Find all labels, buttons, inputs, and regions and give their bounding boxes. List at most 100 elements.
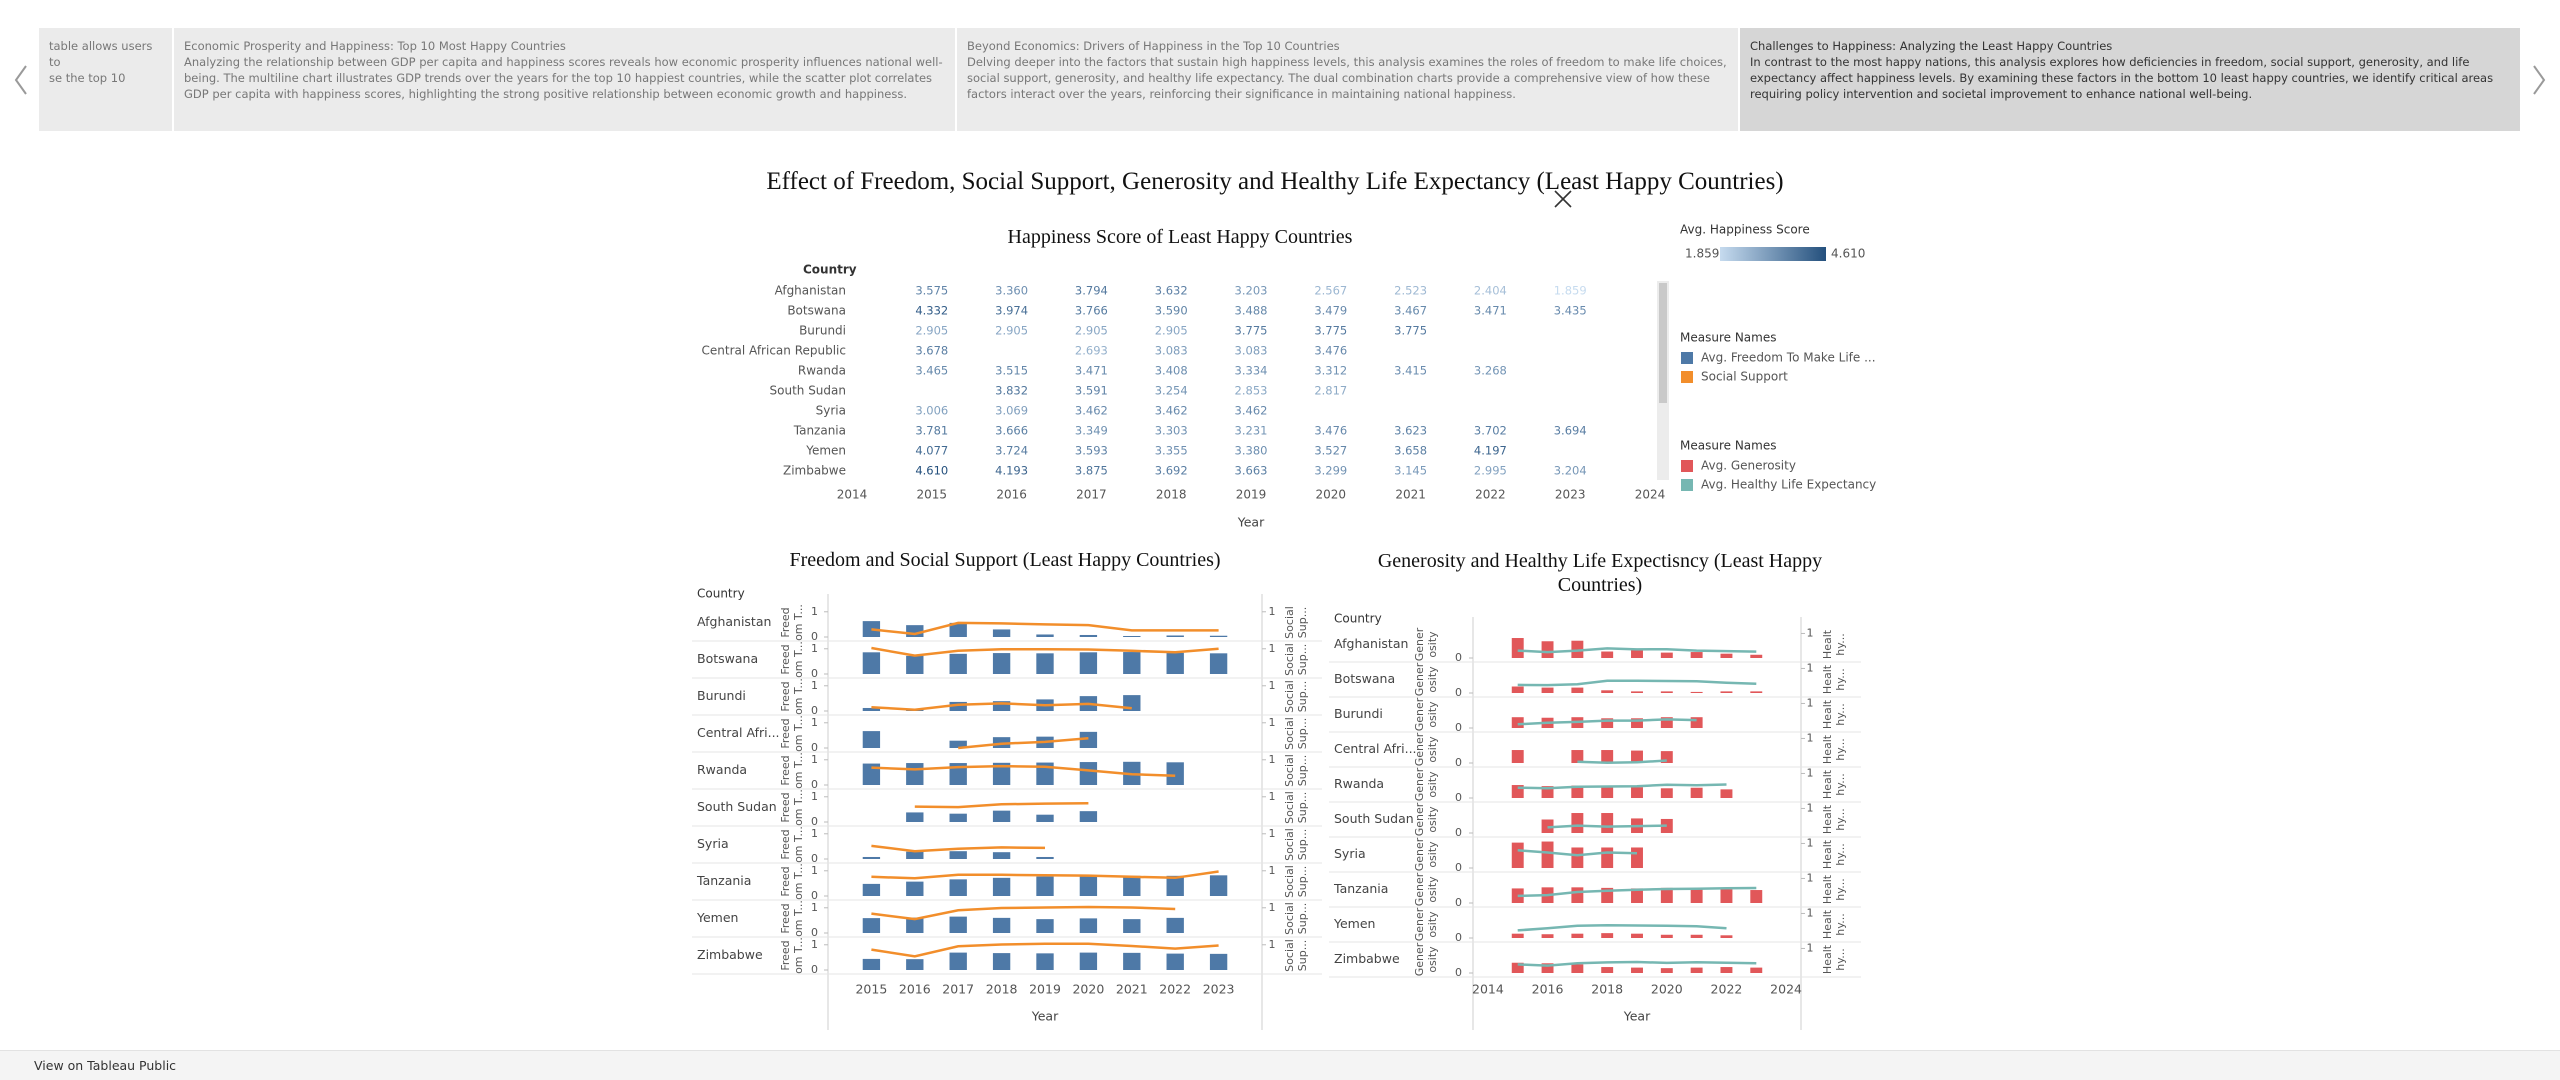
value-text: 3.479 (1314, 304, 1347, 318)
value-text: 4.197 (1474, 444, 1507, 458)
value-text: 3.408 (1155, 364, 1188, 378)
y2-tick-label: 1 (1269, 864, 1276, 877)
bar (862, 958, 881, 970)
prev-arrow[interactable] (14, 65, 27, 95)
y2-tick-label: 1 (1269, 790, 1276, 803)
y2-axis-title: hy... (1834, 703, 1847, 725)
y-axis-title: Freed (779, 644, 792, 674)
bar (1209, 653, 1228, 674)
bar (1631, 787, 1643, 798)
y2-axis-title: Social (1283, 939, 1296, 972)
value-text: 2.853 (1235, 384, 1268, 398)
bar (906, 959, 924, 970)
x-tick-label: 2016 (899, 982, 931, 997)
series-line (1517, 647, 1757, 654)
y2-tick-label: 1 (1807, 906, 1814, 919)
y2-axis-title: Sup... (1296, 940, 1309, 971)
y-axis-title: om T... (792, 604, 805, 641)
story-point[interactable]: Economic Prosperity and Happiness: Top 1… (174, 28, 955, 131)
story-point[interactable]: Beyond Economics: Drivers of Happiness i… (957, 28, 1738, 131)
value-text: 3.312 (1314, 364, 1347, 378)
x-tick-label: 2014 (837, 488, 868, 502)
bar (1720, 889, 1733, 903)
value-text: 3.632 (1155, 284, 1188, 298)
x-tick-label: 2015 (917, 488, 948, 502)
y2-axis-title: Sup... (1296, 644, 1309, 675)
y-axis-title: osity (1426, 701, 1439, 728)
scroll-thumb[interactable] (1659, 283, 1667, 403)
story-text: In contrast to the most happy nations, t… (1750, 55, 2494, 101)
y2-axis-title: Healt (1821, 699, 1834, 729)
story-point[interactable]: table allows users to se the top 10 (39, 28, 172, 131)
y2-axis-title: Social (1283, 754, 1296, 787)
legend-title: Measure Names (1680, 331, 1776, 345)
y2-tick-label: 1 (1807, 696, 1814, 709)
value-text: 3.083 (1155, 344, 1188, 358)
series-line (871, 905, 1176, 921)
y2-axis-title: Healt (1821, 874, 1834, 904)
value-text: 3.471 (1474, 304, 1507, 318)
view-on-tableau-link[interactable]: View on Tableau Public (34, 1058, 177, 1073)
x-tick-label: 2019 (1236, 488, 1267, 502)
x-tick-label: 2023 (1555, 488, 1586, 502)
value-text: 3.006 (915, 404, 948, 418)
value-text: 3.658 (1394, 444, 1427, 458)
bar (906, 881, 924, 896)
value-text: 2.404 (1474, 284, 1507, 298)
bar (1123, 875, 1141, 896)
row-label: Central African Republic (702, 344, 846, 358)
bar (1123, 952, 1141, 970)
chart-title: Freedom and Social Support (Least Happy … (789, 549, 1221, 571)
value-text: 3.515 (995, 364, 1028, 378)
story-point[interactable]: Challenges to Happiness: Analyzing the L… (1740, 28, 2520, 131)
row-label: Tanzania (793, 424, 846, 438)
row-label: Yemen (696, 910, 738, 925)
bar (1166, 762, 1184, 785)
bar (1571, 933, 1584, 938)
value-text: 3.476 (1314, 344, 1347, 358)
bar (862, 856, 881, 859)
next-arrow[interactable] (2533, 65, 2546, 95)
y-tick-label: 0 (1455, 686, 1462, 699)
value-text: 3.471 (1075, 364, 1108, 378)
row-header: Country (697, 587, 745, 601)
bar (992, 810, 1011, 822)
legend-min: 1.859 (1685, 247, 1719, 261)
legend-swatch (1681, 371, 1693, 383)
x-tick-label: 2018 (1591, 982, 1623, 997)
y2-axis-title: Social (1283, 791, 1296, 824)
legend-label: Social Support (1701, 370, 1788, 384)
bar (1660, 652, 1673, 658)
bar (949, 916, 967, 933)
bar (1631, 718, 1643, 728)
y-axis-title: om T... (792, 789, 805, 826)
bar (862, 707, 881, 711)
bar (1571, 687, 1584, 693)
value-text: 3.069 (995, 404, 1028, 418)
legend-swatch (1681, 479, 1693, 491)
value-text: 3.678 (915, 344, 948, 358)
y-axis-title: om T... (792, 715, 805, 752)
row-label: Afghanistan (1334, 636, 1408, 651)
value-text: 4.193 (995, 464, 1028, 478)
bar (1511, 717, 1524, 728)
value-text: 2.693 (1075, 344, 1108, 358)
row-label: Burundi (1334, 706, 1383, 721)
x-tick-label: 2024 (1770, 982, 1802, 997)
bar (1166, 652, 1184, 674)
y-axis-title: om T... (792, 752, 805, 789)
y-tick-label: 0 (811, 704, 818, 717)
bar (1720, 789, 1733, 798)
x-tick-label: 2020 (1651, 982, 1683, 997)
bar (906, 917, 924, 933)
bar (1079, 876, 1098, 896)
value-text: 3.794 (1075, 284, 1108, 298)
x-tick-label: 2018 (1156, 488, 1187, 502)
bar (1720, 691, 1733, 693)
close-icon[interactable] (1554, 190, 1572, 208)
row-label: Rwanda (1334, 776, 1384, 791)
y-tick-label: 0 (1455, 896, 1462, 909)
bar (1036, 919, 1054, 933)
series-line (1577, 759, 1667, 765)
y2-tick-label: 1 (1269, 605, 1276, 618)
